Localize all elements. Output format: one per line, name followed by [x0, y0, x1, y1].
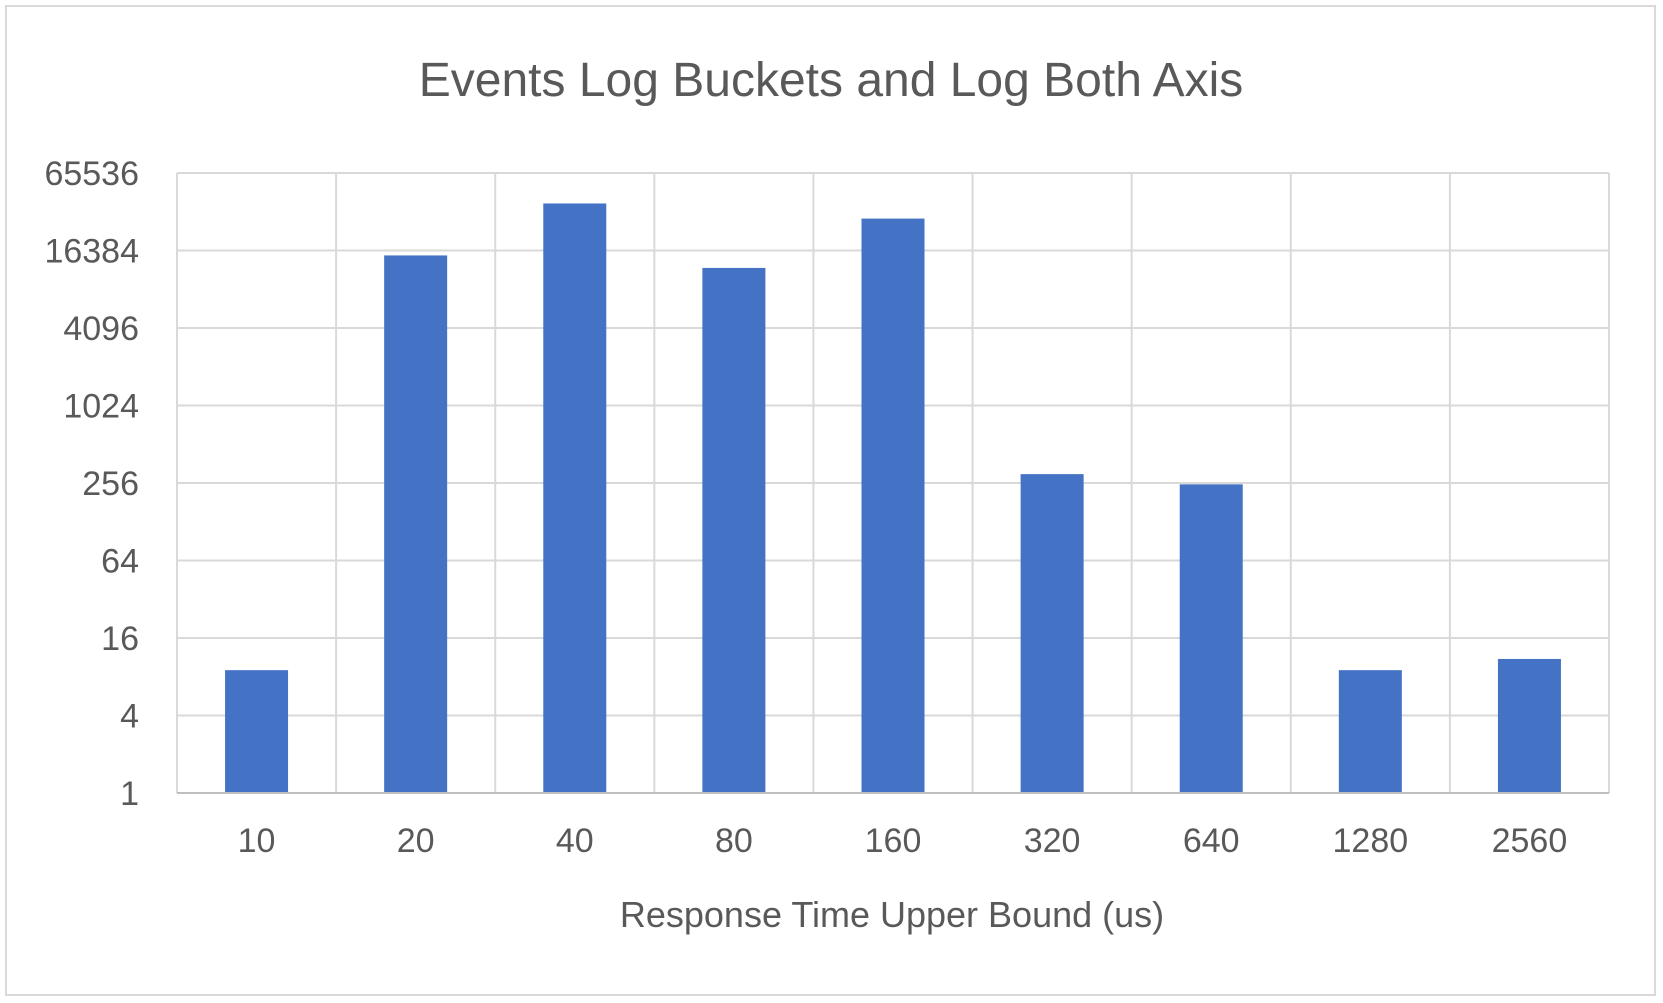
- x-tick-label: 80: [715, 822, 753, 860]
- x-tick-label: 20: [397, 822, 435, 860]
- x-tick-label: 160: [865, 822, 922, 860]
- bar-40: [543, 203, 607, 793]
- y-tick-label: 4096: [63, 310, 139, 348]
- x-axis-ticks: 10 20 40 80 160 320 640 1280 2560: [238, 822, 1568, 860]
- x-tick-label: 1280: [1333, 822, 1409, 860]
- bar-80: [702, 267, 766, 793]
- y-tick-label: 16384: [44, 233, 139, 271]
- x-tick-label: 40: [556, 822, 594, 860]
- y-axis-ticks: 1 4 16 64 256 1024 4096 16384 65536: [44, 155, 139, 813]
- y-tick-label: 256: [82, 465, 139, 503]
- y-tick-label: 64: [101, 543, 139, 581]
- bar-10: [225, 670, 289, 793]
- x-tick-label: 2560: [1492, 822, 1568, 860]
- y-tick-label: 1: [120, 775, 139, 813]
- bars: [225, 203, 1561, 794]
- y-tick-label: 4: [120, 698, 139, 736]
- chart-frame: [5, 5, 1656, 996]
- y-tick-label: 16: [101, 620, 139, 658]
- bar-2560: [1497, 658, 1561, 793]
- y-tick-label: 1024: [63, 388, 139, 426]
- bar-160: [861, 218, 925, 793]
- bar-20: [384, 255, 448, 794]
- x-tick-label: 320: [1024, 822, 1081, 860]
- bar-640: [1179, 484, 1243, 793]
- chart-title: Events Log Buckets and Log Both Axis: [419, 54, 1244, 107]
- y-tick-label: 65536: [44, 155, 139, 193]
- bar-1280: [1338, 670, 1402, 793]
- x-tick-label: 640: [1183, 822, 1240, 860]
- x-axis-title: Response Time Upper Bound (us): [620, 894, 1164, 935]
- bar-320: [1020, 474, 1084, 793]
- x-tick-label: 10: [238, 822, 276, 860]
